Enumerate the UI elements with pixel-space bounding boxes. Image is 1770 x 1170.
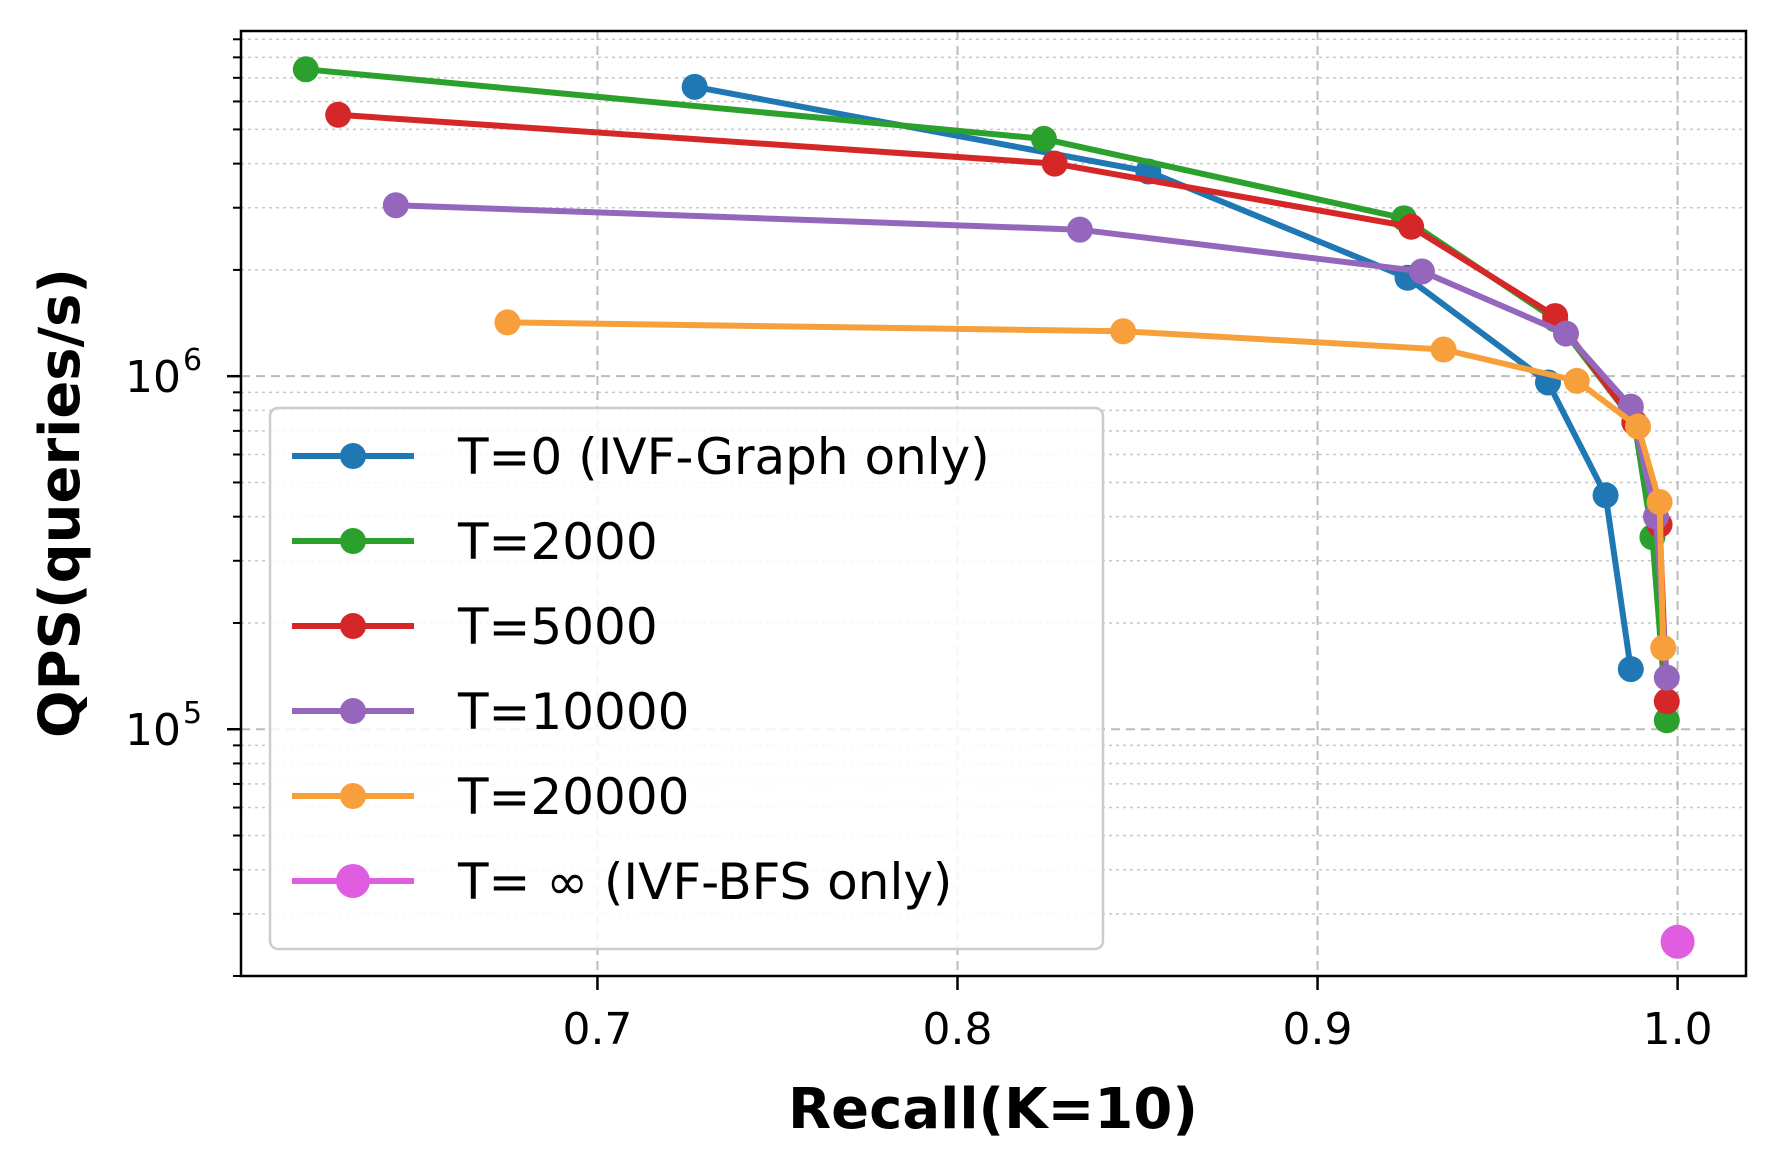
legend-item: T=10000 (292, 683, 690, 741)
legend-marker (340, 528, 366, 554)
data-point (1552, 320, 1579, 347)
data-point (1653, 664, 1680, 691)
x-tick-label: 0.8 (923, 1004, 993, 1055)
plot-frame (239, 29, 1748, 978)
x-tick-label: 0.7 (562, 1004, 632, 1055)
legend-marker (340, 613, 366, 639)
legend-label: T=20000 (457, 768, 690, 826)
data-point (1563, 367, 1590, 394)
y-tick-label-exponent: 6 (183, 343, 202, 378)
data-point (1653, 688, 1680, 715)
series-5 (1660, 924, 1695, 959)
legend-label: T=2000 (457, 513, 658, 571)
y-axis-title: QPS(queries/s) (28, 268, 93, 738)
legend-label: T=5000 (457, 598, 658, 656)
legend-marker (336, 864, 370, 898)
tick-labels: 10 510 60.7 0.8 0.9 1.0 (125, 343, 1713, 1055)
legend-label: T= ∞ (IVF-BFS only) (457, 853, 952, 911)
data-point (494, 309, 521, 336)
x-tick-label: 0.9 (1283, 1004, 1353, 1055)
y-tick-label: 10 (125, 705, 181, 756)
data-point (1110, 318, 1137, 345)
axis-ticks (227, 38, 1679, 990)
data-point (1650, 634, 1677, 661)
data-point (1398, 213, 1425, 240)
legend-item: T=2000 (292, 513, 658, 571)
data-point (1617, 656, 1644, 683)
legend-marker (340, 443, 366, 469)
legend-marker (340, 783, 366, 809)
legend-label: T=10000 (457, 683, 690, 741)
legend: T=0 (IVF-Graph only) T=2000 T=5000 T=10000 T… (268, 406, 1105, 951)
x-axis-title: Recall(K=10) (788, 1077, 1198, 1142)
data-point (325, 101, 352, 128)
series-line (694, 83, 1634, 670)
data-point (1646, 489, 1673, 516)
legend-label: T=0 (IVF-Graph only) (457, 428, 990, 486)
y-tick-label: 10 (125, 352, 181, 403)
legend-item: T=0 (IVF-Graph only) (292, 428, 990, 486)
data-point (1653, 707, 1680, 734)
series-4 (494, 309, 1677, 661)
data-point (1592, 482, 1619, 509)
data-point (1430, 336, 1457, 363)
legend-item: T=20000 (292, 768, 690, 826)
data-point (292, 56, 319, 83)
data-point (1030, 125, 1057, 152)
legend-marker (340, 698, 366, 724)
data-point (1624, 413, 1651, 440)
x-tick-label: 1.0 (1643, 1004, 1713, 1055)
legend-item: T=5000 (292, 598, 658, 656)
legend-item: T= ∞ (IVF-BFS only) (292, 853, 952, 911)
data-point (1660, 924, 1695, 959)
legend-box (268, 406, 1105, 951)
y-tick-label-exponent: 5 (183, 696, 202, 731)
data-point (382, 192, 409, 219)
series-lines (292, 56, 1695, 959)
data-point (681, 73, 708, 100)
data-point (1408, 258, 1435, 285)
data-point (1066, 216, 1093, 243)
data-point (1041, 150, 1068, 177)
